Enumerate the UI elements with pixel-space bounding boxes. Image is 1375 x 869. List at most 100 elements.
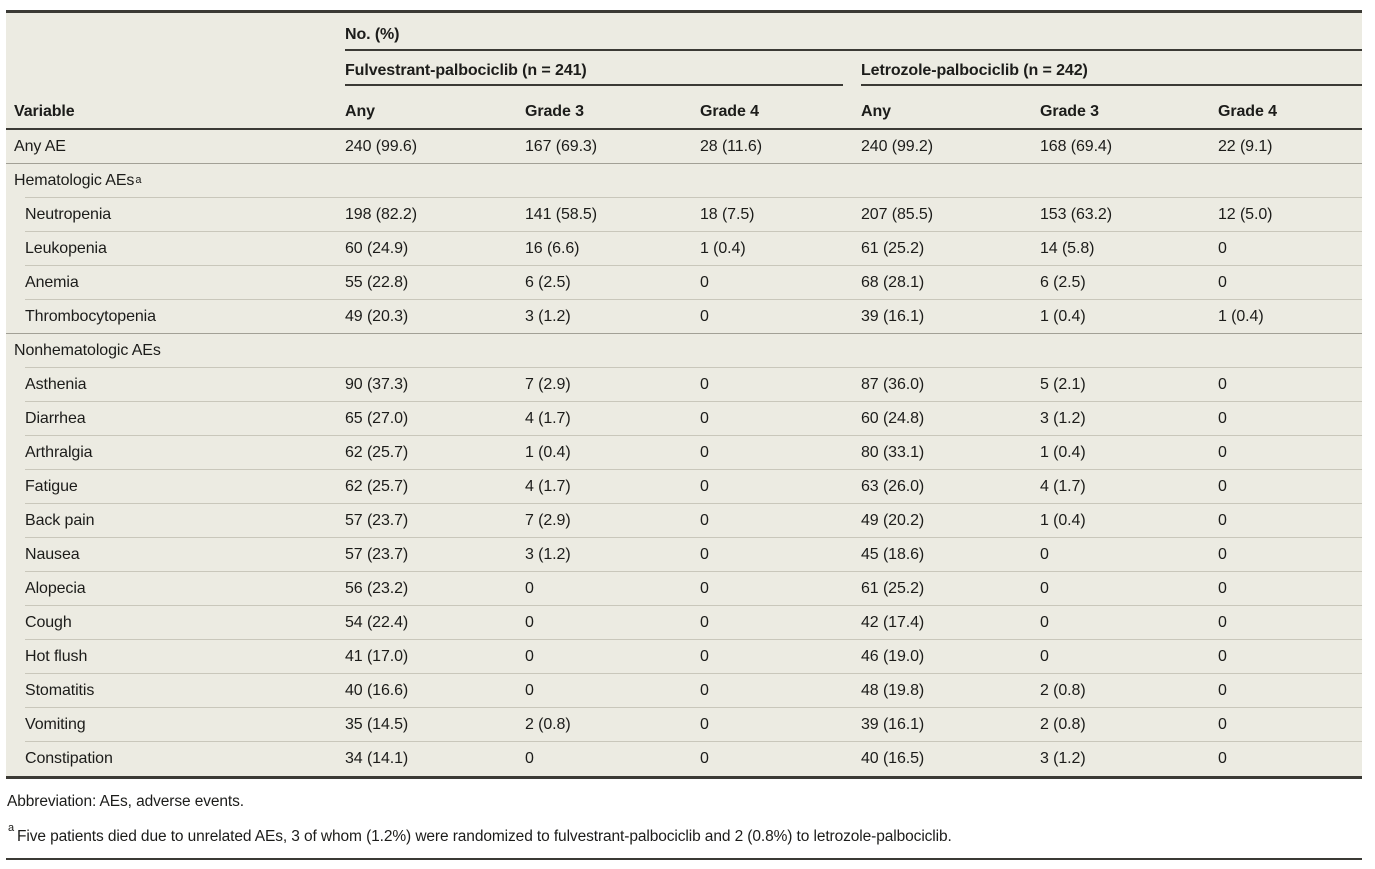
row-divider xyxy=(25,367,1362,368)
cell-value: 167 (69.3) xyxy=(525,138,597,155)
row-divider xyxy=(25,401,1362,402)
cell-value: 5 (2.1) xyxy=(1040,376,1086,393)
cell-value: 40 (16.6) xyxy=(345,682,409,699)
cell-value: 62 (25.7) xyxy=(345,444,409,461)
row-label: Hot flush xyxy=(25,648,88,665)
footnote-a-text: Five patients died due to unrelated AEs,… xyxy=(17,828,952,846)
section-row: Nonhematologic AEs xyxy=(6,334,1362,368)
cell-value: 65 (27.0) xyxy=(345,410,409,427)
cell-value: 56 (23.2) xyxy=(345,580,409,597)
cell-value: 1 (0.4) xyxy=(1040,444,1086,461)
table-row: Hot flush 41 (17.0) 0 0 46 (19.0) 0 0 xyxy=(6,640,1362,674)
group-header-label: Letrozole-palbociclib (n = 242) xyxy=(861,62,1088,79)
row-label: Back pain xyxy=(25,512,95,529)
cell-value: 0 xyxy=(700,274,709,291)
table-bottom-rule xyxy=(6,776,1362,779)
cell-value: 4 (1.7) xyxy=(1040,478,1086,495)
table-row: Stomatitis 40 (16.6) 0 0 48 (19.8) 2 (0.8) 0 xyxy=(6,674,1362,708)
row-divider xyxy=(25,571,1362,572)
table-row: Anemia 55 (22.8) 6 (2.5) 0 68 (28.1) 6 (2.5) 0 xyxy=(6,266,1362,300)
table-row: Back pain 57 (23.7) 7 (2.9) 0 49 (20.2) 1 (0.… xyxy=(6,504,1362,538)
cell-value: 49 (20.3) xyxy=(345,308,409,325)
cell-value: 16 (6.6) xyxy=(525,240,580,257)
cell-value: 0 xyxy=(1040,614,1049,631)
table-row: Thrombocytopenia 49 (20.3) 3 (1.2) 0 39 (16.… xyxy=(6,300,1362,334)
table-row: Fatigue 62 (25.7) 4 (1.7) 0 63 (26.0) 4 (1.7)… xyxy=(6,470,1362,504)
cell-value: 0 xyxy=(1218,444,1227,461)
cell-value: 18 (7.5) xyxy=(700,206,755,223)
cell-value: 57 (23.7) xyxy=(345,512,409,529)
cell-value: 0 xyxy=(700,308,709,325)
row-divider xyxy=(25,605,1362,606)
cell-value: 240 (99.2) xyxy=(861,138,933,155)
cell-value: 4 (1.7) xyxy=(525,410,571,427)
cell-value: 2 (0.8) xyxy=(1040,716,1086,733)
row-divider xyxy=(25,197,1362,198)
cell-value: 0 xyxy=(1218,648,1227,665)
cell-value: 0 xyxy=(525,682,534,699)
cell-value: 45 (18.6) xyxy=(861,546,925,563)
cell-value: 42 (17.4) xyxy=(861,614,925,631)
group-header-row: Fulvestrant-palbociclib (n = 241) Letroz… xyxy=(6,51,1362,86)
cell-value: 0 xyxy=(1218,410,1227,427)
cell-value: 2 (0.8) xyxy=(525,716,571,733)
row-label: Fatigue xyxy=(25,478,78,495)
row-label: Neutropenia xyxy=(25,206,112,223)
cell-value: 0 xyxy=(1218,580,1227,597)
row-label: Diarrhea xyxy=(25,410,86,427)
table-row: Asthenia 90 (37.3) 7 (2.9) 0 87 (36.0) 5 (2.1… xyxy=(6,368,1362,402)
table-row: Any AE 240 (99.6) 167 (69.3) 28 (11.6) 240 (… xyxy=(6,130,1362,164)
cell-value: 54 (22.4) xyxy=(345,614,409,631)
cell-value: 3 (1.2) xyxy=(1040,750,1086,767)
cell-value: 40 (16.5) xyxy=(861,750,925,767)
row-divider xyxy=(25,673,1362,674)
cell-value: 0 xyxy=(700,614,709,631)
row-divider xyxy=(25,741,1362,742)
table-row: Constipation 34 (14.1) 0 0 40 (16.5) 3 (1.2) 0 xyxy=(6,742,1362,776)
table-row: Alopecia 56 (23.2) 0 0 61 (25.2) 0 0 xyxy=(6,572,1362,606)
column-header-variable: Variable xyxy=(14,103,75,120)
cell-value: 0 xyxy=(700,750,709,767)
cell-value: 49 (20.2) xyxy=(861,512,925,529)
group-header-label: Fulvestrant-palbociclib (n = 241) xyxy=(345,62,587,79)
cell-value: 2 (0.8) xyxy=(1040,682,1086,699)
cell-value: 60 (24.8) xyxy=(861,410,925,427)
cell-value: 0 xyxy=(1218,274,1227,291)
table-row: Leukopenia 60 (24.9) 16 (6.6) 1 (0.4) 61 (25… xyxy=(6,232,1362,266)
cell-value: 0 xyxy=(700,512,709,529)
column-header-any-fulvestrant: Any xyxy=(345,103,375,120)
cell-value: 0 xyxy=(700,478,709,495)
cell-value: 0 xyxy=(1218,376,1227,393)
row-divider xyxy=(25,435,1362,436)
cell-value: 153 (63.2) xyxy=(1040,206,1112,223)
cell-value: 14 (5.8) xyxy=(1040,240,1095,257)
cell-value: 0 xyxy=(700,376,709,393)
cell-value: 35 (14.5) xyxy=(345,716,409,733)
row-divider xyxy=(6,163,1362,164)
row-divider xyxy=(25,469,1362,470)
cell-value: 0 xyxy=(1040,580,1049,597)
cell-value: 1 (0.4) xyxy=(1218,308,1264,325)
cell-value: 0 xyxy=(700,682,709,699)
column-header-grade3-fulvestrant: Grade 3 xyxy=(525,103,584,120)
row-label: Nausea xyxy=(25,546,80,563)
cell-value: 1 (0.4) xyxy=(525,444,571,461)
cell-value: 141 (58.5) xyxy=(525,206,597,223)
cell-value: 0 xyxy=(1218,512,1227,529)
column-header-grade3-letrozole: Grade 3 xyxy=(1040,103,1099,120)
cell-value: 0 xyxy=(700,648,709,665)
group-header-fulvestrant: Fulvestrant-palbociclib (n = 241) xyxy=(345,51,861,86)
cell-value: 3 (1.2) xyxy=(1040,410,1086,427)
row-divider xyxy=(25,265,1362,266)
spanner-spacer xyxy=(6,13,345,51)
row-label: Leukopenia xyxy=(25,240,107,257)
cell-value: 0 xyxy=(525,648,534,665)
cell-value: 3 (1.2) xyxy=(525,308,571,325)
cell-value: 0 xyxy=(1040,546,1049,563)
cell-value: 0 xyxy=(1218,546,1227,563)
cell-value: 0 xyxy=(1040,648,1049,665)
table-row: Arthralgia 62 (25.7) 1 (0.4) 0 80 (33.1) 1 (0… xyxy=(6,436,1362,470)
cell-value: 39 (16.1) xyxy=(861,716,925,733)
section-row: Hematologic AEs a xyxy=(6,164,1362,198)
cell-value: 0 xyxy=(700,410,709,427)
